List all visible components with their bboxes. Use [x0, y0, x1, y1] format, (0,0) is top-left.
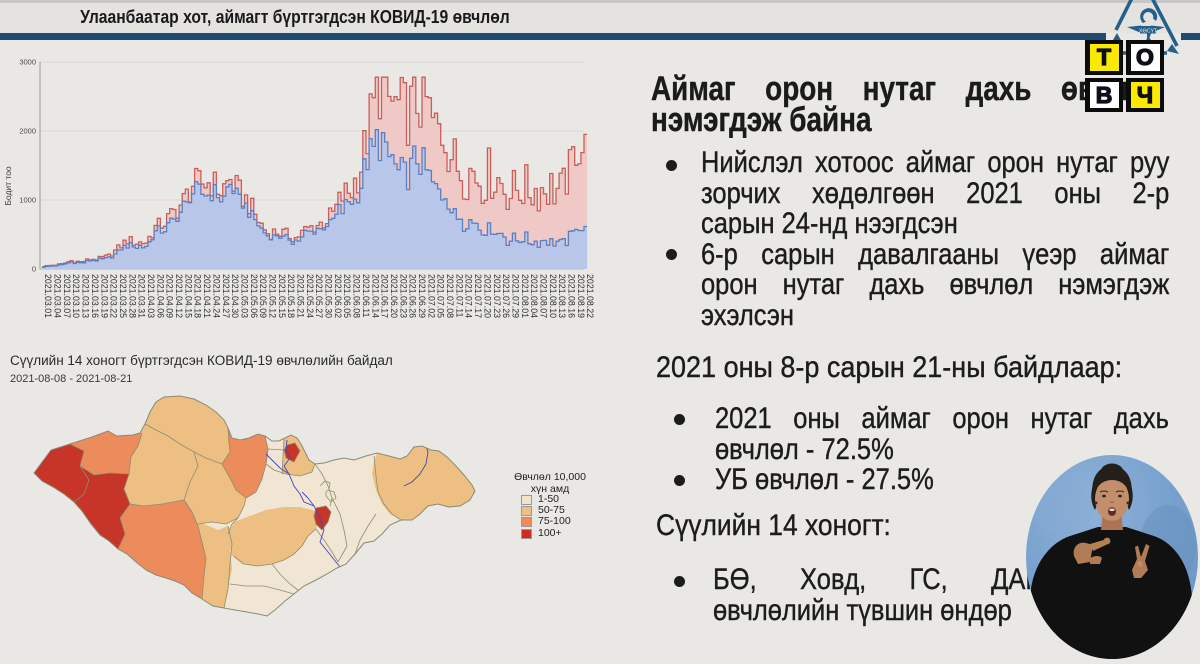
svg-text:2021.07.26: 2021.07.26: [501, 274, 511, 318]
svg-text:1000: 1000: [19, 196, 36, 205]
svg-text:2021.05.03: 2021.05.03: [239, 274, 249, 318]
svg-text:2021.04.21: 2021.04.21: [202, 274, 212, 318]
svg-text:2021.03.22: 2021.03.22: [109, 274, 119, 318]
svg-text:2021.05.24: 2021.05.24: [305, 274, 315, 318]
svg-text:2021.05.12: 2021.05.12: [268, 274, 278, 318]
svg-text:2021.06.05: 2021.06.05: [342, 274, 352, 318]
svg-text:2000: 2000: [19, 127, 36, 136]
svg-text:2021.05.09: 2021.05.09: [258, 274, 268, 318]
svg-text:2021.04.09: 2021.04.09: [165, 274, 175, 318]
svg-text:3000: 3000: [19, 58, 36, 67]
svg-text:2021.07.08: 2021.07.08: [445, 274, 455, 318]
svg-text:2021.03.07: 2021.03.07: [62, 274, 72, 318]
svg-text:2021.03.04: 2021.03.04: [53, 274, 63, 318]
svg-text:ХӨСҮТ: ХӨСҮТ: [1139, 29, 1158, 35]
svg-text:2021.04.24: 2021.04.24: [211, 274, 221, 318]
svg-text:2021.03.25: 2021.03.25: [118, 274, 128, 318]
svg-text:2021.04.18: 2021.04.18: [193, 274, 203, 318]
svg-text:2021.06.20: 2021.06.20: [389, 274, 399, 318]
svg-text:2021.05.30: 2021.05.30: [324, 274, 334, 318]
svg-text:2021.04.06: 2021.04.06: [155, 274, 165, 318]
svg-text:2021.03.16: 2021.03.16: [90, 274, 100, 318]
svg-text:2021.03.01: 2021.03.01: [43, 274, 53, 318]
svg-text:2021.05.21: 2021.05.21: [296, 274, 306, 318]
svg-text:2021.06.11: 2021.06.11: [361, 274, 371, 317]
svg-text:2021.08.07: 2021.08.07: [539, 274, 549, 318]
svg-text:2021.07.23: 2021.07.23: [492, 274, 502, 318]
svg-text:2021.04.30: 2021.04.30: [230, 274, 240, 318]
svg-text:2021.07.20: 2021.07.20: [482, 274, 492, 318]
svg-text:2021.06.23: 2021.06.23: [398, 274, 408, 318]
svg-text:0: 0: [32, 265, 36, 274]
svg-text:2021.03.19: 2021.03.19: [99, 274, 109, 318]
svg-text:2021.06.29: 2021.06.29: [417, 274, 427, 318]
svg-text:2021.04.12: 2021.04.12: [174, 274, 184, 318]
svg-text:2021.07.29: 2021.07.29: [511, 274, 521, 318]
svg-text:2021.08.22: 2021.08.22: [585, 274, 595, 318]
svg-text:2021.07.05: 2021.07.05: [436, 274, 446, 318]
svg-text:2021.03.31: 2021.03.31: [137, 274, 147, 318]
svg-text:2021.06.08: 2021.06.08: [352, 274, 362, 318]
svg-text:Бодит тоо: Бодит тоо: [3, 166, 13, 206]
svg-text:2021.08.13: 2021.08.13: [557, 274, 567, 318]
svg-text:2021.03.28: 2021.03.28: [127, 274, 137, 318]
svg-text:2021.05.27: 2021.05.27: [314, 274, 324, 318]
svg-text:2021.03.13: 2021.03.13: [81, 274, 91, 318]
svg-text:2021.04.03: 2021.04.03: [146, 274, 156, 318]
svg-text:2021.05.18: 2021.05.18: [286, 274, 296, 318]
svg-text:2021.05.06: 2021.05.06: [249, 274, 259, 318]
svg-text:2021.06.26: 2021.06.26: [408, 274, 418, 318]
svg-text:2021.08.10: 2021.08.10: [548, 274, 558, 318]
svg-text:2021.08.19: 2021.08.19: [576, 274, 586, 318]
svg-text:2021.07.02: 2021.07.02: [426, 274, 436, 318]
svg-text:2021.08.16: 2021.08.16: [567, 274, 577, 318]
svg-text:2021.08.04: 2021.08.04: [529, 274, 539, 318]
svg-text:2021.03.10: 2021.03.10: [71, 274, 81, 318]
svg-text:2021.05.15: 2021.05.15: [277, 274, 287, 318]
svg-text:2021.07.14: 2021.07.14: [464, 274, 474, 318]
svg-text:2021.06.14: 2021.06.14: [370, 274, 380, 318]
svg-text:2021.06.02: 2021.06.02: [333, 274, 343, 318]
svg-text:2021.07.17: 2021.07.17: [473, 274, 483, 318]
svg-text:2021.04.15: 2021.04.15: [183, 274, 193, 318]
svg-text:2021.07.11: 2021.07.11: [454, 274, 464, 317]
svg-text:2021.04.27: 2021.04.27: [221, 274, 231, 318]
svg-text:2021.06.17: 2021.06.17: [380, 274, 390, 318]
svg-text:2021.08.01: 2021.08.01: [520, 274, 530, 318]
